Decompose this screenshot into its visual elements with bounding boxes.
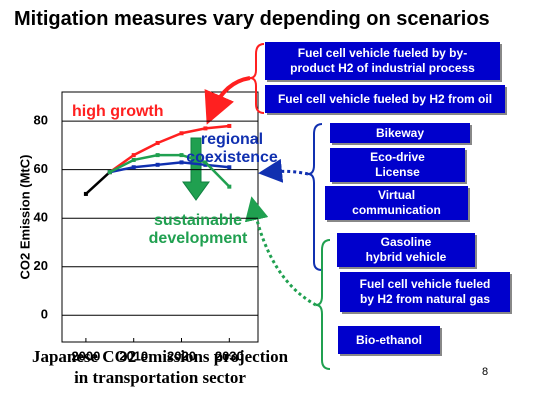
data-point <box>227 165 232 170</box>
data-point <box>227 123 232 128</box>
green-brace <box>315 239 331 370</box>
blue-brace <box>307 123 323 271</box>
series-label: regional coexistence <box>186 131 278 166</box>
measure-text: Bikeway <box>375 125 425 140</box>
series-label: high growth <box>72 103 164 120</box>
y-tick-label: 80 <box>34 113 48 128</box>
measure-box: Fuel cell vehicle fueled by by-product H… <box>265 42 500 80</box>
x-tick-label: 2030 <box>215 348 244 363</box>
data-point <box>203 162 208 167</box>
measure-text: Virtual <box>377 188 416 202</box>
data-point <box>155 140 160 145</box>
measure-box: Gasoline hybrid vehicle <box>337 233 475 267</box>
measure-text: Fuel cell vehicle fueled by by- <box>297 46 468 60</box>
measure-text: hybrid vehicle <box>365 250 447 264</box>
measure-text: Gasoline <box>380 235 432 249</box>
data-point <box>131 157 136 162</box>
data-point <box>131 165 136 170</box>
measure-text: Eco-drive <box>370 150 425 164</box>
y-tick-label: 40 <box>34 210 48 225</box>
caption: Japanese CO2 emissions projection in tran… <box>10 346 310 388</box>
green-arrow <box>244 196 317 307</box>
series-line <box>109 124 230 174</box>
data-point <box>203 160 208 165</box>
page-number: 8 <box>482 366 489 378</box>
series-line <box>85 171 111 195</box>
data-point <box>227 184 232 189</box>
blue-arrow <box>258 158 309 183</box>
data-point <box>179 153 184 158</box>
slide-title: Mitigation measures vary depending on sc… <box>14 8 490 30</box>
data-point <box>107 170 112 175</box>
data-point <box>155 153 160 158</box>
measure-text: product H2 of industrial process <box>290 61 475 75</box>
data-point <box>83 191 88 196</box>
y-tick-label: 0 <box>41 307 48 322</box>
x-tick-label: 2020 <box>167 348 196 363</box>
measure-text: by H2 from natural gas <box>359 292 491 306</box>
measure-box: Eco-drive License <box>330 148 465 182</box>
y-tick-label: 60 <box>34 161 48 176</box>
measure-box: Bikeway <box>330 123 470 143</box>
plot-frame <box>61 91 259 343</box>
measure-text: Fuel cell vehicle fueled <box>359 277 491 291</box>
measure-box: Virtual communication <box>325 186 468 220</box>
y-axis-label: CO2 Emission (MtC) <box>17 155 32 280</box>
measure-text: Bio-ethanol <box>356 332 422 347</box>
y-tick-label: 20 <box>34 258 48 273</box>
measure-text: License <box>375 165 420 179</box>
down-arrow <box>182 137 210 201</box>
data-point <box>179 160 184 165</box>
measure-text: Fuel cell vehicle fueled by H2 from oil <box>277 91 493 106</box>
data-point <box>203 126 208 131</box>
x-tick-label: 2010 <box>119 348 148 363</box>
measure-box: Fuel cell vehicle fueled by H2 from natur… <box>340 272 510 312</box>
series-label: sustainable development <box>148 212 248 247</box>
x-tick-label: 2000 <box>71 348 100 363</box>
data-point <box>131 153 136 158</box>
caption-line: Japanese CO2 emissions projection <box>31 347 289 366</box>
red-arrow <box>204 76 251 125</box>
data-point <box>179 131 184 136</box>
data-point <box>155 162 160 167</box>
measure-box: Bio-ethanol <box>338 326 440 354</box>
caption-line: in transportation sector <box>74 368 246 387</box>
measure-text: communication <box>352 203 441 217</box>
series-line <box>109 153 231 188</box>
measure-box: Fuel cell vehicle fueled by H2 from oil <box>265 85 505 113</box>
